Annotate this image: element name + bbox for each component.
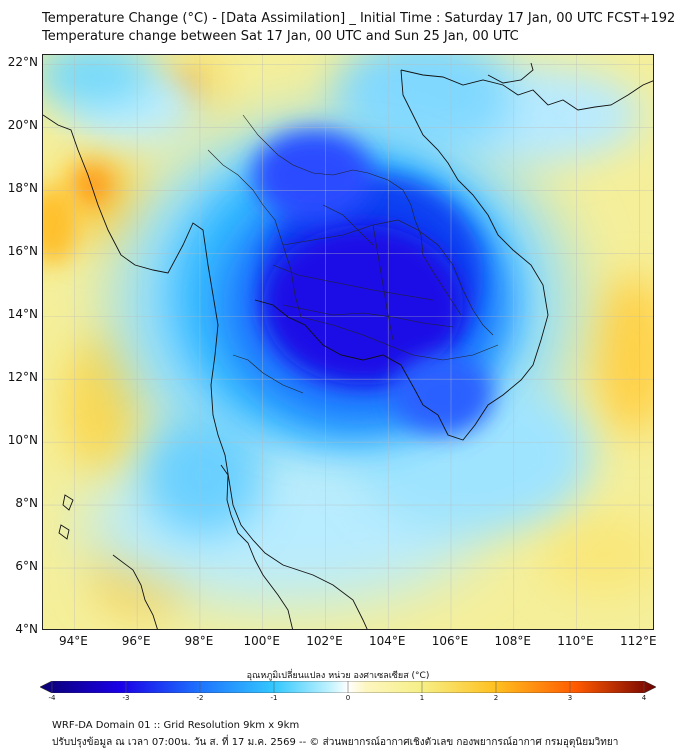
latitude-label: 8°N	[15, 496, 38, 511]
graticule	[43, 55, 653, 629]
map-canvas	[43, 55, 653, 629]
latitude-label: 22°N	[7, 55, 38, 70]
latitude-label: 18°N	[7, 181, 38, 196]
colorbar-tick-label: -2	[196, 694, 204, 702]
longitude-label: 108°E	[494, 634, 532, 648]
national-borders	[207, 114, 499, 394]
longitude-label: 104°E	[368, 634, 406, 648]
chart-title: Temperature Change (°C) - [Data Assimila…	[42, 10, 675, 46]
longitude-label: 98°E	[184, 634, 214, 648]
colorbar-tick-label: -4	[48, 694, 56, 702]
colorbar-tick-label: 3	[567, 694, 573, 702]
longitude-label: 106°E	[431, 634, 469, 648]
longitude-label: 94°E	[58, 634, 88, 648]
longitude-label: 100°E	[243, 634, 280, 648]
colorbar-tick-label: 1	[419, 694, 425, 702]
latitude-label: 12°N	[7, 370, 38, 385]
latitude-label: 6°N	[15, 559, 38, 574]
colorbar	[40, 681, 656, 693]
coastlines	[43, 62, 653, 629]
longitude-label: 102°E	[306, 634, 343, 648]
colorbar-tick-label: 0	[345, 694, 351, 702]
colorbar-tick-label: 2	[493, 694, 499, 702]
footer-update-info: ปรับปรุงข้อมูล ณ เวลา 07:00น. วัน ส. ที่…	[52, 737, 619, 748]
latitude-label: 4°N	[15, 622, 38, 636]
latitude-label: 10°N	[7, 433, 38, 448]
footer-model-info: WRF-DA Domain 01 :: Grid Resolution 9km …	[52, 720, 300, 731]
title-line-2: Temperature change between Sat 17 Jan, 0…	[42, 29, 519, 44]
colorbar-tick-label: -1	[270, 694, 278, 702]
longitude-label: 110°E	[557, 634, 594, 648]
colorbar-title: อุณหภูมิเปลี่ยนแปลง หน่วย องศาเซลเซียส (…	[246, 671, 430, 681]
title-line-1: Temperature Change (°C) - [Data Assimila…	[42, 11, 676, 26]
longitude-label: 112°E	[620, 634, 657, 648]
latitude-label: 20°N	[7, 118, 38, 133]
latitude-label: 16°N	[7, 244, 38, 259]
temperature-change-map[interactable]	[42, 54, 654, 630]
cold-anomaly-field	[43, 55, 643, 605]
longitude-label: 96°E	[121, 634, 151, 648]
latitude-label: 14°N	[7, 307, 38, 322]
colorbar-tick-label: -3	[122, 694, 130, 702]
colorbar-tick-label: 4	[641, 694, 647, 702]
